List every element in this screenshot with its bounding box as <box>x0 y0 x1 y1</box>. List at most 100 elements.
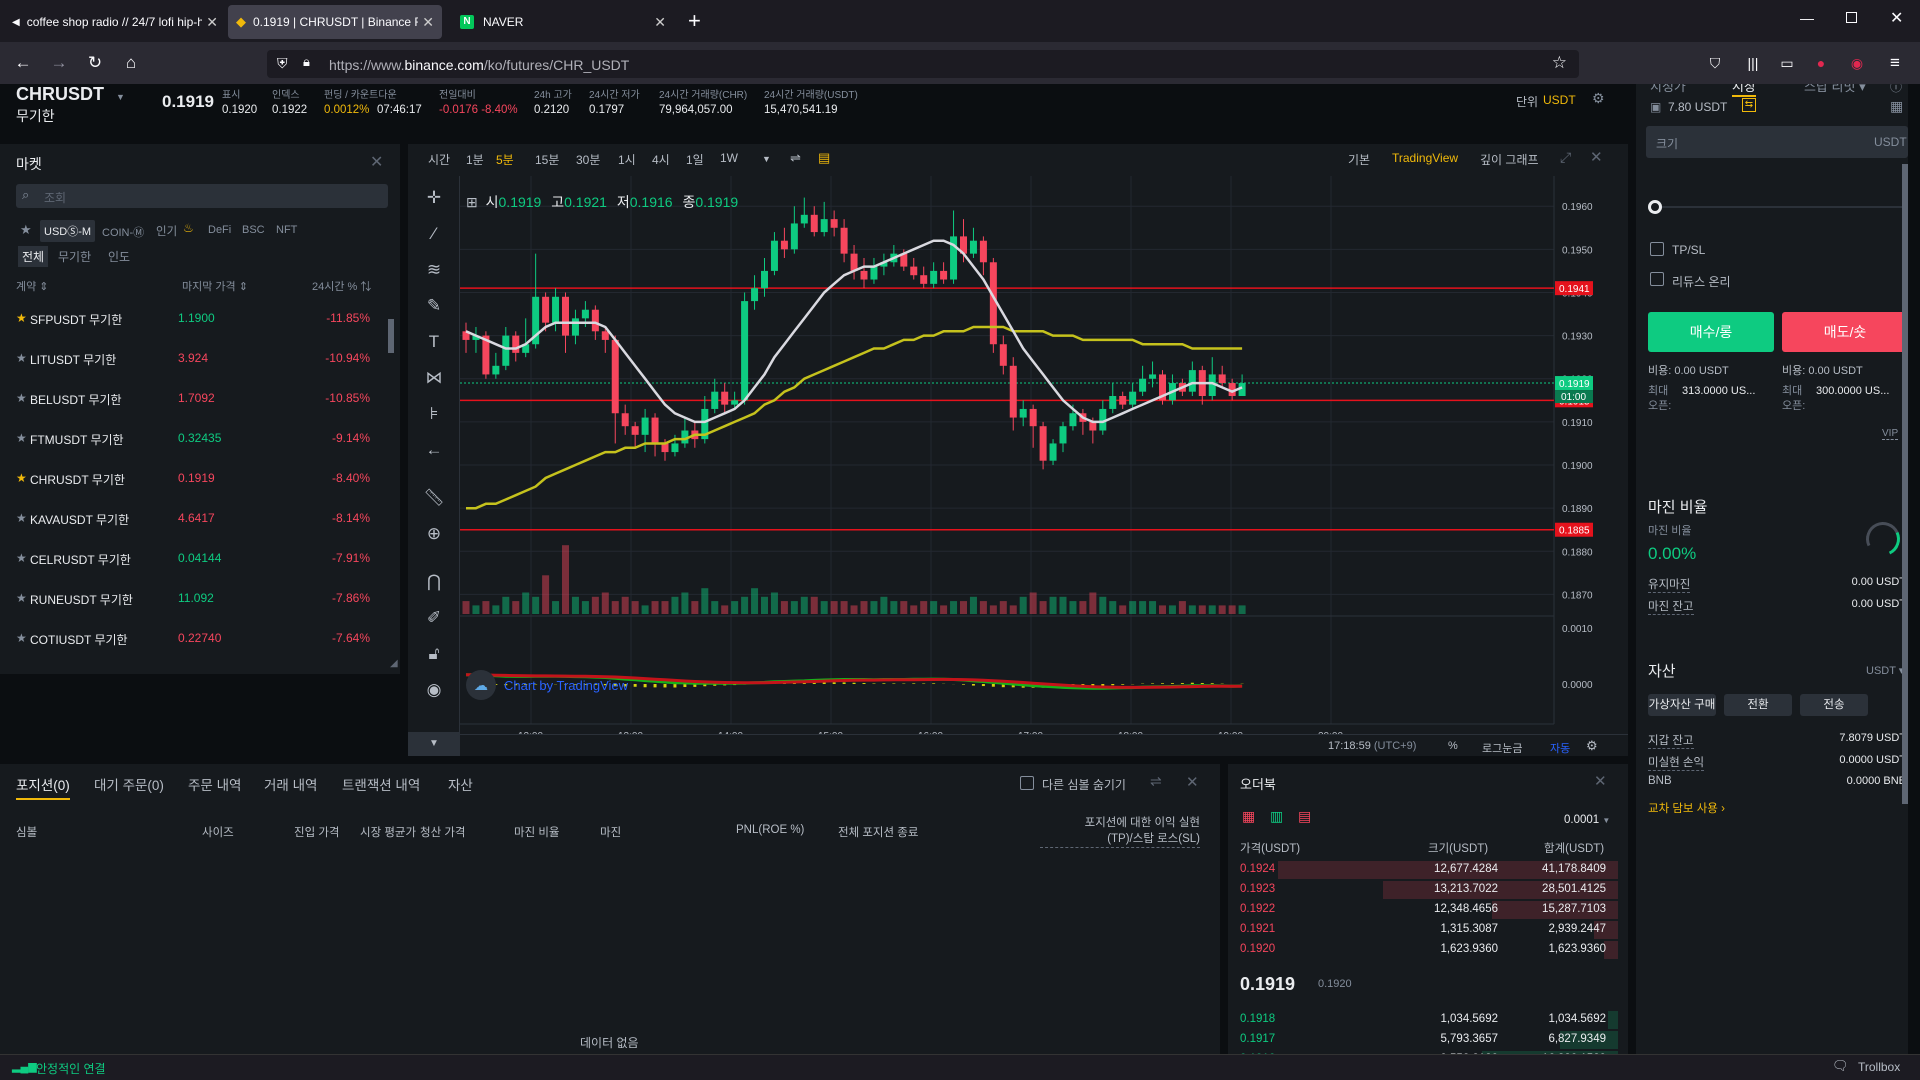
auto-scale-button[interactable]: 자동 <box>1550 743 1571 755</box>
favorite-star-icon[interactable]: ★ <box>16 471 27 485</box>
favorite-star-icon[interactable]: ★ <box>16 431 27 445</box>
header-24h-change[interactable]: 24시간 % ⇅ <box>312 281 372 293</box>
positions-tab-5[interactable]: 자산 <box>448 778 473 793</box>
positions-tab-4[interactable]: 트랜잭션 내역 <box>342 778 421 793</box>
timeframe-dropdown-icon[interactable]: ▼ <box>762 154 771 164</box>
sell-short-button[interactable]: 매도/숏 <box>1782 312 1908 352</box>
symbol-name[interactable]: CHRUSDT <box>16 84 104 104</box>
filter-defi[interactable]: DeFi <box>208 224 232 236</box>
lock-drawing-icon[interactable]: ✐ <box>426 608 442 627</box>
filter-usdm[interactable]: USDⓈ-M <box>40 220 96 242</box>
tab-market[interactable]: 시장 <box>1732 84 1756 97</box>
star-filter-icon[interactable]: ★ <box>20 222 32 237</box>
market-search[interactable]: ⌕ 조회 <box>16 184 388 208</box>
market-row[interactable]: ★ BELUSDT 무기한 1.7092 -10.85% <box>0 379 380 419</box>
view-bids-icon[interactable]: ▥ <box>1270 808 1284 824</box>
eye-icon[interactable]: ◉ <box>426 680 442 699</box>
timeframe-2[interactable]: 5분 <box>496 153 514 167</box>
subtab-perpetual[interactable]: 무기한 <box>58 250 92 264</box>
tab-binance[interactable]: ◆ 0.1919 | CHRUSDT | Binance Futures ✕ <box>228 5 442 39</box>
fib-icon[interactable]: ≋ <box>426 260 442 279</box>
positions-tab-2[interactable]: 주문 내역 <box>188 778 242 793</box>
favorite-star-icon[interactable]: ★ <box>16 511 27 525</box>
timeframe-7[interactable]: 1일 <box>686 153 704 167</box>
restore-icon[interactable] <box>1846 12 1857 23</box>
bookmark-star-icon[interactable]: ☆ <box>1551 53 1567 72</box>
resize-corner-icon[interactable]: ◢ <box>390 658 398 669</box>
timeframe-3[interactable]: 15분 <box>535 153 560 167</box>
view-depth[interactable]: 깊이 그래프 <box>1480 153 1539 167</box>
expand-icon[interactable]: ⤢ <box>1560 149 1572 165</box>
reduce-only-checkbox[interactable] <box>1650 272 1664 286</box>
new-tab-button[interactable]: + <box>688 8 701 33</box>
gear-icon[interactable]: ⚙ <box>1586 738 1598 753</box>
market-row[interactable]: ★ CHRUSDT 무기한 0.1919 -8.40% <box>0 459 380 499</box>
timeframe-6[interactable]: 4시 <box>652 153 670 167</box>
crosshair-icon[interactable]: ✛ <box>426 188 442 207</box>
pattern-icon[interactable]: ⋈ <box>425 368 443 387</box>
buy-long-button[interactable]: 매수/롱 <box>1648 312 1774 352</box>
info-icon[interactable]: ⓘ <box>1890 84 1903 94</box>
percent-scale-button[interactable]: % <box>1448 740 1458 752</box>
bid-row[interactable]: 0.1917 5,793.3657 6,827.9349 <box>1228 1030 1618 1050</box>
cross-collateral-link[interactable]: 교차 담보 사용 › <box>1648 803 1725 815</box>
filter-popular[interactable]: 인기 <box>156 226 178 238</box>
buy-crypto-button[interactable]: 가상자산 구매 <box>1648 694 1716 716</box>
filter-sliders-icon[interactable]: ⇌ <box>1150 773 1162 789</box>
forward-arrow-icon[interactable]: → <box>50 53 68 72</box>
positions-tab-3[interactable]: 거래 내역 <box>264 778 318 793</box>
favorite-star-icon[interactable]: ★ <box>16 551 27 565</box>
ask-row[interactable]: 0.1923 13,213.7022 28,501.4125 <box>1228 880 1618 900</box>
convert-button[interactable]: 전환 <box>1724 694 1792 716</box>
trade-scrollbar[interactable] <box>1902 164 1908 804</box>
size-slider[interactable] <box>1652 206 1902 208</box>
tab-naver[interactable]: N NAVER ✕ <box>452 5 674 39</box>
size-input[interactable]: 크기 USDT <box>1646 126 1908 158</box>
favorite-star-icon[interactable]: ★ <box>16 391 27 405</box>
chevron-down-icon[interactable]: ▼ <box>116 92 125 102</box>
tab-lofi[interactable]: ◀ coffee shop radio // 24/7 lofi hip-hop… <box>4 5 226 39</box>
timeframe-8[interactable]: 1W <box>720 151 738 165</box>
transfer-icon[interactable]: ⇆ <box>1742 98 1756 112</box>
log-scale-button[interactable]: 로그눈금 <box>1482 743 1523 755</box>
favorite-star-icon[interactable]: ★ <box>16 631 27 645</box>
zoom-in-icon[interactable]: ⊕ <box>426 524 442 543</box>
close-icon[interactable]: ✕ <box>1594 773 1607 790</box>
unit-value[interactable]: USDT <box>1543 93 1576 107</box>
account-icon[interactable]: ◉ <box>1850 55 1864 71</box>
chat-icon[interactable]: 🗨︎ <box>1832 1058 1849 1073</box>
view-tradingview[interactable]: TradingView <box>1392 151 1459 165</box>
brush-icon[interactable]: ✎ <box>426 296 442 315</box>
ask-row[interactable]: 0.1924 12,677.4284 41,178.8409 <box>1228 860 1618 880</box>
market-row[interactable]: ★ LITUSDT 무기한 3.924 -10.94% <box>0 339 380 379</box>
indicator-icon[interactable]: ⇌ <box>790 150 801 165</box>
timeframe-1[interactable]: 1분 <box>466 153 484 167</box>
timeframe-5[interactable]: 1시 <box>618 153 636 167</box>
menu-icon[interactable]: ≡ <box>1890 53 1900 72</box>
vip-link[interactable]: VIP <box>1882 428 1899 440</box>
settings-sliders-icon[interactable]: ⚙ <box>1592 90 1605 106</box>
collapse-chevron-icon[interactable]: ▼ <box>408 732 460 756</box>
subtab-all[interactable]: 전체 <box>18 246 49 267</box>
tab-limit[interactable]: 지정가 <box>1650 84 1686 94</box>
arrow-left-icon[interactable]: ← <box>425 440 443 459</box>
close-tab-icon[interactable]: ✕ <box>206 14 218 30</box>
precision-select[interactable]: 0.0001 ▼ <box>1564 814 1611 826</box>
close-tab-icon[interactable]: ✕ <box>654 14 666 30</box>
timeframe-4[interactable]: 30분 <box>576 153 601 167</box>
favorite-star-icon[interactable]: ★ <box>16 591 27 605</box>
legend-toggle-icon[interactable]: ⊞ <box>466 194 478 210</box>
view-basic[interactable]: 기본 <box>1348 153 1371 167</box>
filter-coinm[interactable]: COIN-Ⓜ <box>102 227 145 239</box>
timeframe-0[interactable]: 시간 <box>428 153 451 167</box>
reload-icon[interactable]: ↻ <box>87 53 103 72</box>
market-row[interactable]: ★ FTMUSDT 무기한 0.32435 -9.14% <box>0 419 380 459</box>
bid-row[interactable]: 0.1916 9,552.2180 16,380.1529 <box>1228 1050 1618 1054</box>
magnet-icon[interactable]: ⋂ <box>427 572 441 591</box>
assets-unit-select[interactable]: USDT ▾ <box>1866 665 1905 677</box>
market-row[interactable]: ★ RUNEUSDT 무기한 11.092 -7.86% <box>0 579 380 619</box>
view-both-icon[interactable]: ▦ <box>1242 808 1256 824</box>
ruler-icon[interactable]: 📏︎ <box>423 488 445 507</box>
address-bar[interactable]: ⛨ 🔒︎ https://www.binance.com/ko/futures/… <box>267 50 1579 78</box>
close-icon[interactable]: ✕ <box>1590 149 1603 166</box>
